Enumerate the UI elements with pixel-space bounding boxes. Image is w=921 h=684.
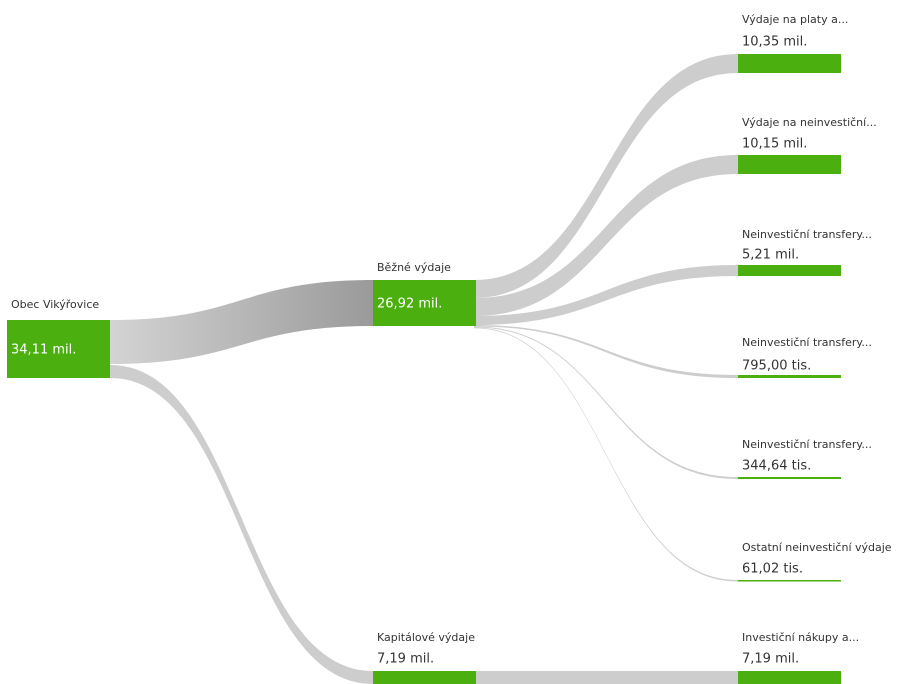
- node-bar: [738, 580, 841, 582]
- node-value: 7,19 mil.: [742, 652, 799, 667]
- node-value: 344,64 tis.: [742, 459, 811, 474]
- node-label: Neinvestiční transfery...: [742, 438, 872, 451]
- link: [474, 327, 738, 582]
- node-value: 5,21 mil.: [742, 248, 799, 263]
- node-bar: [7, 320, 110, 378]
- node-label: Výdaje na platy a...: [742, 13, 848, 26]
- node-label: Výdaje na neinvestiční...: [742, 116, 877, 129]
- node-bar: [738, 155, 841, 174]
- node-label: Investiční nákupy a...: [742, 631, 859, 644]
- node-value: 7,19 mil.: [377, 652, 434, 667]
- link: [110, 280, 373, 364]
- link: [474, 54, 738, 298]
- node-bar: [738, 54, 841, 73]
- node-bar: [738, 265, 841, 276]
- node-label: Kapitálové výdaje: [377, 631, 475, 644]
- node-label: Neinvestiční transfery...: [742, 228, 872, 241]
- node-bar: [738, 671, 841, 684]
- node-value: 10,35 mil.: [742, 35, 807, 50]
- link: [474, 326, 738, 479]
- node-label: Obec Vikýřovice: [11, 298, 99, 311]
- link: [110, 365, 373, 684]
- link: [474, 265, 738, 325]
- node-bar: [373, 280, 476, 326]
- node-value: 34,11 mil.: [11, 343, 76, 358]
- link: [474, 155, 738, 316]
- node-value: 10,15 mil.: [742, 137, 807, 152]
- node-bar: [738, 477, 841, 479]
- node-value: 795,00 tis.: [742, 359, 811, 374]
- node-bar: [738, 375, 841, 378]
- node-value: 61,02 tis.: [742, 562, 803, 577]
- node-value: 26,92 mil.: [377, 297, 442, 312]
- node-label: Neinvestiční transfery...: [742, 336, 872, 349]
- link: [474, 671, 738, 684]
- node-label: Běžné výdaje: [377, 261, 451, 274]
- links: [110, 54, 738, 684]
- nodes: Obec Vikýřovice 34,11 mil. Běžné výdaje 26,…: [7, 13, 892, 684]
- link: [474, 325, 738, 378]
- node-bar: [373, 671, 476, 684]
- node-label: Ostatní neinvestiční výdaje: [742, 541, 892, 554]
